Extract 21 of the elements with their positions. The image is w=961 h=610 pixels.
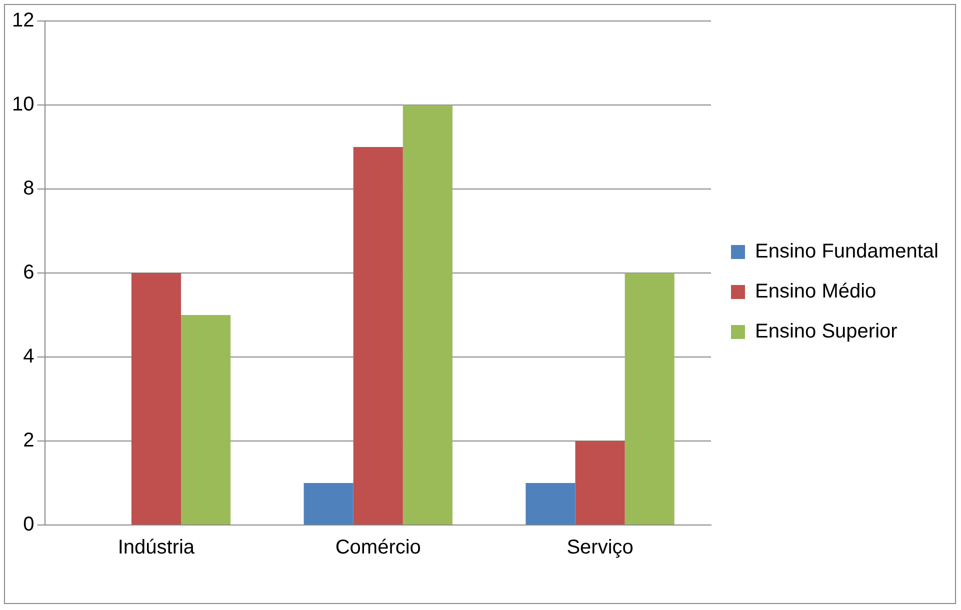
x-tick-label: Indústria [118,536,196,559]
bar [353,147,403,524]
bar [624,273,674,524]
y-tick-label: 2 [23,430,34,452]
legend-label: Ensino Médio [755,280,876,303]
y-tick-label: 4 [23,346,34,368]
bar [402,105,452,524]
y-tick-label: 6 [23,262,34,284]
y-tick-label: 12 [12,10,34,32]
legend-label: Ensino Superior [755,320,898,343]
legend-label: Ensino Fundamental [755,240,938,263]
y-tick-label: 8 [23,178,34,200]
y-tick-label: 10 [12,94,34,116]
y-tick-label: 0 [23,514,34,536]
x-tick-label: Comércio [335,536,421,559]
bar [304,483,354,524]
bar [575,441,625,524]
bar [526,483,576,524]
bar [131,273,181,524]
bar [180,315,231,524]
x-tick-label: Serviço [566,536,634,559]
